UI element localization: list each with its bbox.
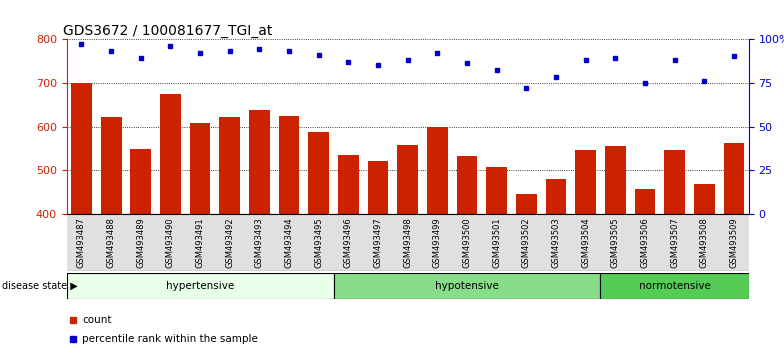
Bar bbox=[338, 155, 359, 214]
Text: GSM493492: GSM493492 bbox=[225, 217, 234, 268]
Text: percentile rank within the sample: percentile rank within the sample bbox=[82, 334, 258, 344]
FancyBboxPatch shape bbox=[67, 273, 333, 299]
Bar bbox=[308, 132, 329, 214]
Bar bbox=[486, 167, 507, 214]
Bar bbox=[605, 146, 626, 214]
Bar bbox=[634, 189, 655, 214]
Text: GSM493503: GSM493503 bbox=[551, 217, 561, 268]
FancyBboxPatch shape bbox=[601, 273, 749, 299]
Bar bbox=[220, 117, 240, 214]
Text: GDS3672 / 100081677_TGI_at: GDS3672 / 100081677_TGI_at bbox=[64, 24, 273, 38]
Text: GSM493500: GSM493500 bbox=[463, 217, 471, 268]
Bar bbox=[368, 161, 388, 214]
Text: GSM493487: GSM493487 bbox=[77, 217, 86, 268]
Text: GSM493495: GSM493495 bbox=[314, 217, 323, 268]
Text: GSM493489: GSM493489 bbox=[136, 217, 145, 268]
Bar bbox=[456, 156, 477, 214]
Bar bbox=[190, 124, 210, 214]
Bar bbox=[130, 149, 151, 214]
Bar bbox=[664, 150, 685, 214]
Text: GSM493491: GSM493491 bbox=[195, 217, 205, 268]
Bar bbox=[427, 127, 448, 214]
Text: hypertensive: hypertensive bbox=[166, 281, 234, 291]
Bar bbox=[694, 184, 714, 214]
Text: disease state ▶: disease state ▶ bbox=[2, 281, 78, 291]
Text: GSM493497: GSM493497 bbox=[373, 217, 383, 268]
Text: GSM493488: GSM493488 bbox=[107, 217, 115, 268]
Bar bbox=[160, 94, 181, 214]
Text: GSM493499: GSM493499 bbox=[433, 217, 442, 268]
Bar bbox=[724, 143, 744, 214]
Text: hypotensive: hypotensive bbox=[435, 281, 499, 291]
Bar bbox=[397, 145, 418, 214]
Text: GSM493502: GSM493502 bbox=[522, 217, 531, 268]
Text: GSM493494: GSM493494 bbox=[285, 217, 293, 268]
Text: GSM493504: GSM493504 bbox=[581, 217, 590, 268]
Text: GSM493490: GSM493490 bbox=[166, 217, 175, 268]
Text: GSM493501: GSM493501 bbox=[492, 217, 501, 268]
Text: normotensive: normotensive bbox=[639, 281, 710, 291]
Text: GSM493498: GSM493498 bbox=[403, 217, 412, 268]
Text: GSM493509: GSM493509 bbox=[729, 217, 739, 268]
Text: GSM493493: GSM493493 bbox=[255, 217, 264, 268]
Text: GSM493506: GSM493506 bbox=[641, 217, 649, 268]
Bar bbox=[575, 150, 596, 214]
Bar bbox=[100, 117, 122, 214]
Bar bbox=[71, 83, 92, 214]
Text: count: count bbox=[82, 315, 112, 325]
Bar bbox=[249, 110, 270, 214]
Text: GSM493507: GSM493507 bbox=[670, 217, 679, 268]
Bar bbox=[546, 179, 566, 214]
Text: GSM493508: GSM493508 bbox=[700, 217, 709, 268]
Bar bbox=[278, 116, 299, 214]
FancyBboxPatch shape bbox=[333, 273, 601, 299]
Bar bbox=[516, 194, 537, 214]
Text: GSM493496: GSM493496 bbox=[344, 217, 353, 268]
Text: GSM493505: GSM493505 bbox=[611, 217, 620, 268]
